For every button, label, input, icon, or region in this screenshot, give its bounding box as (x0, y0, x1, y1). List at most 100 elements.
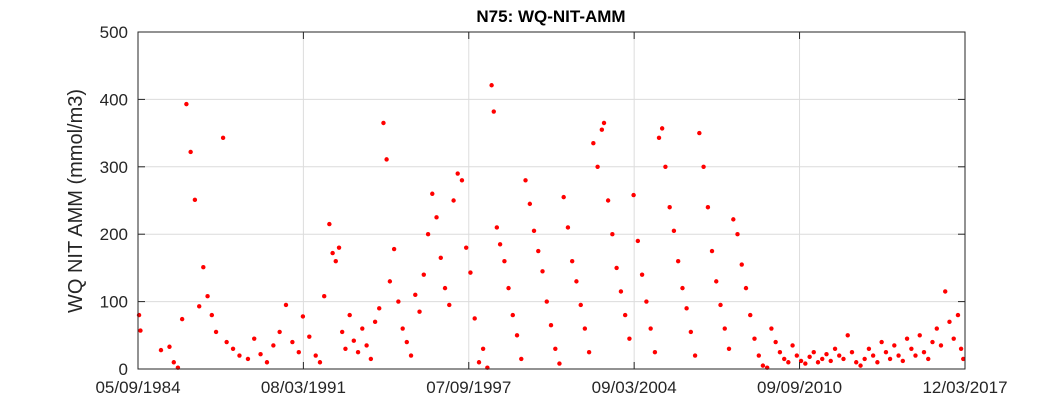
data-point (502, 258, 507, 264)
data-point (569, 258, 575, 264)
data-point (404, 339, 409, 345)
data-point (930, 339, 935, 345)
data-point (841, 356, 846, 362)
data-point (866, 346, 872, 351)
data-point (938, 343, 944, 348)
data-point (447, 302, 452, 308)
data-point (769, 326, 774, 331)
data-point (958, 346, 964, 351)
data-point (688, 329, 694, 335)
data-point (339, 329, 345, 335)
data-point (391, 246, 397, 252)
data-point (245, 356, 251, 362)
data-point (735, 232, 740, 237)
data-point (858, 363, 863, 368)
data-point (692, 353, 698, 358)
data-point (828, 358, 833, 364)
data-point (582, 326, 588, 331)
data-point (224, 339, 229, 345)
data-point (917, 333, 922, 338)
data-point (307, 334, 312, 339)
data-point (544, 299, 549, 304)
data-point (586, 349, 592, 355)
data-point (722, 326, 727, 331)
data-point (675, 258, 681, 264)
data-point (333, 258, 338, 264)
data-point (748, 312, 753, 318)
data-point (201, 265, 206, 270)
data-point (648, 326, 653, 331)
data-point (667, 205, 672, 210)
y-axis-ticks: 0 100 200 300 400 500 (100, 23, 965, 379)
data-point (803, 361, 808, 366)
data-point (364, 343, 369, 348)
data-point (557, 361, 562, 366)
data-point (739, 262, 744, 267)
data-point (230, 346, 236, 351)
data-point (605, 198, 611, 203)
data-point (396, 299, 401, 304)
y-axis-label: WQ NIT AMM (mmol/m3) (65, 89, 87, 313)
data-point (531, 228, 537, 234)
data-point (355, 349, 361, 355)
data-point (519, 356, 524, 362)
data-point (743, 285, 749, 291)
data-point (811, 349, 816, 355)
data-point (377, 306, 382, 311)
data-point (434, 215, 439, 220)
data-point (213, 329, 219, 335)
data-point (731, 217, 736, 222)
data-point (900, 358, 906, 364)
data-point (892, 343, 897, 348)
data-point (752, 336, 757, 341)
data-point (290, 339, 295, 345)
data-point (652, 349, 658, 355)
data-point (777, 349, 783, 355)
data-point (459, 178, 465, 183)
data-point (718, 302, 723, 308)
data-point (313, 353, 318, 358)
data-point (854, 360, 859, 365)
data-point (472, 316, 477, 321)
data-point (514, 333, 520, 338)
data-point (578, 302, 583, 308)
data-point (631, 192, 636, 198)
y-tick-label: 0 (119, 360, 128, 379)
data-point (442, 285, 448, 291)
data-point (883, 349, 889, 355)
data-point (510, 312, 515, 318)
data-point (548, 322, 554, 328)
data-point (271, 343, 276, 348)
data-point (601, 120, 607, 126)
data-point (167, 344, 172, 349)
data-point (494, 225, 500, 230)
data-point (330, 250, 335, 256)
x-tick-label: 08/03/1991 (261, 378, 346, 397)
y-tick-label: 200 (100, 225, 128, 244)
data-point (635, 238, 641, 244)
x-tick-label: 12/03/2017 (922, 378, 1007, 397)
data-point (252, 336, 257, 341)
data-point (468, 270, 473, 275)
data-point (527, 201, 533, 207)
data-point (384, 157, 389, 162)
data-point (264, 360, 270, 365)
data-point (451, 198, 456, 203)
data-point (701, 164, 706, 169)
data-point (192, 197, 198, 203)
chart-title: N75: WQ-NIT-AMM (476, 7, 625, 26)
data-point (837, 353, 842, 358)
data-point (489, 83, 494, 88)
data-point (197, 304, 202, 309)
data-point (523, 178, 528, 183)
data-point (138, 328, 143, 333)
data-point (934, 326, 939, 331)
data-point (697, 130, 702, 136)
data-point (438, 255, 443, 260)
data-point (372, 319, 378, 325)
data-point (421, 272, 426, 277)
data-point (627, 336, 632, 341)
data-point (506, 285, 511, 291)
data-point (610, 232, 615, 237)
